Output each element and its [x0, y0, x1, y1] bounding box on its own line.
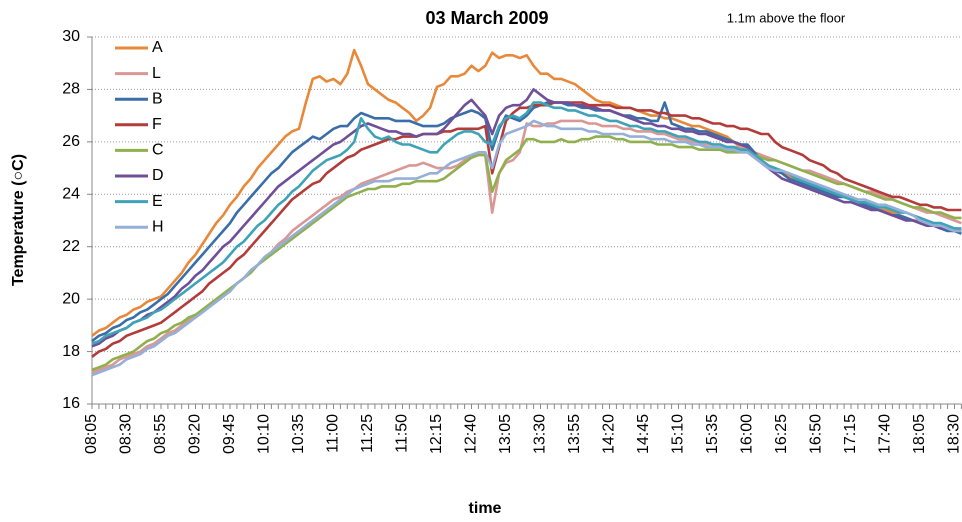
y-tick-label: 24 — [62, 186, 80, 203]
x-tick-label: 08:05 — [83, 414, 100, 454]
x-tick-label: 09:45 — [221, 414, 238, 454]
x-tick-label: 10:35 — [290, 414, 307, 454]
x-tick-label: 16:50 — [808, 414, 825, 454]
x-tick-label: 12:40 — [463, 414, 480, 454]
x-tick-label: 11:50 — [394, 414, 411, 453]
y-tick-label: 30 — [62, 28, 80, 45]
x-tick-label: 11:25 — [359, 414, 376, 453]
x-tick-label: 15:10 — [670, 414, 687, 454]
x-tick-label: 14:45 — [635, 414, 652, 454]
y-tick-label: 16 — [62, 395, 80, 412]
legend-label: L — [152, 65, 161, 82]
legend-label: H — [152, 218, 164, 235]
x-tick-label: 16:25 — [773, 414, 790, 454]
legend-label: D — [152, 167, 164, 184]
y-tick-label: 26 — [62, 133, 80, 150]
legend-label: C — [152, 142, 164, 159]
legend-label: B — [152, 90, 163, 107]
y-tick-label: 28 — [62, 81, 80, 98]
x-tick-label: 13:05 — [497, 414, 514, 454]
x-tick-label: 12:15 — [428, 414, 445, 454]
legend-label: A — [152, 39, 163, 56]
x-tick-label: 16:00 — [739, 414, 756, 454]
series-line — [91, 101, 962, 343]
legend-label: E — [152, 193, 163, 210]
x-tick-label: 09:20 — [187, 414, 204, 454]
x-tick-label: 14:20 — [601, 414, 618, 454]
x-tick-label: 17:40 — [877, 414, 894, 454]
series-line — [91, 101, 962, 358]
x-tick-label: 13:55 — [566, 414, 583, 454]
x-tick-label: 10:10 — [256, 414, 273, 454]
annotation: 1.1m above the floor — [727, 10, 846, 25]
series-line — [91, 119, 962, 377]
x-tick-label: 15:35 — [704, 414, 721, 454]
y-axis-label: Temperature (○C) — [10, 154, 27, 286]
series-line — [91, 101, 962, 345]
x-axis-label: time — [469, 500, 502, 517]
x-tick-label: 11:00 — [325, 414, 342, 453]
y-tick-label: 18 — [62, 343, 80, 360]
legend-label: F — [152, 116, 162, 133]
x-tick-label: 17:15 — [842, 414, 859, 454]
x-tick-label: 08:55 — [152, 414, 169, 454]
y-tick-label: 20 — [62, 290, 80, 307]
x-tick-label: 13:30 — [532, 414, 549, 454]
y-tick-label: 22 — [62, 238, 80, 255]
x-tick-label: 08:30 — [118, 414, 135, 454]
x-tick-label: 18:30 — [946, 414, 962, 454]
series-line — [91, 88, 962, 348]
chart-title: 03 March 2009 — [425, 8, 548, 28]
x-tick-label: 18:05 — [911, 414, 928, 454]
